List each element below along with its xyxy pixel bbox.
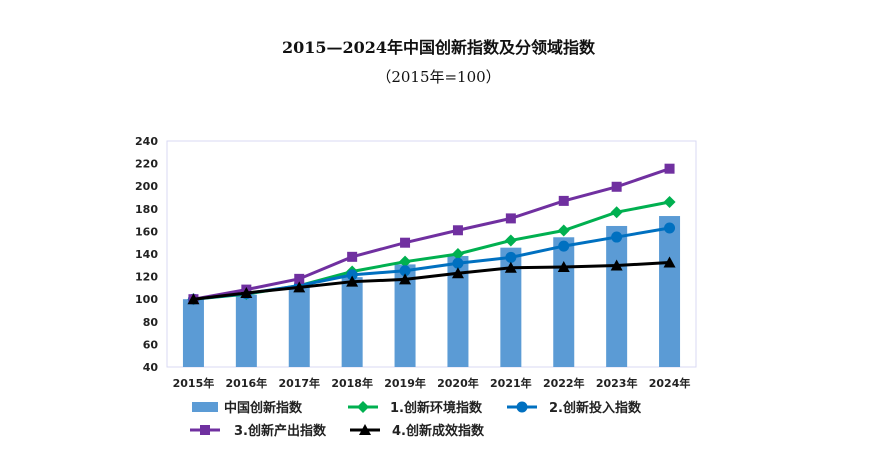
data-point [611, 181, 622, 192]
legend-label: 4.创新成效指数 [392, 423, 485, 439]
data-point [346, 269, 358, 281]
data-point [611, 231, 623, 243]
x-tick-label: 2021年 [490, 376, 532, 390]
bar [606, 225, 628, 367]
legend-label: 2.创新投入指数 [549, 400, 642, 416]
series-line [193, 260, 670, 301]
legend-marker [200, 425, 210, 435]
data-point [452, 257, 464, 269]
data-point [346, 275, 359, 287]
x-axis: 2015年 2016年 2017年 2018年 2019年 2020年 2021年 2022年… [173, 376, 691, 390]
y-tick-label: 140 [135, 248, 158, 261]
legend-item: 3.创新产出指数 [190, 423, 327, 439]
bar [447, 256, 469, 367]
legend-item: 2.创新投入指数 [507, 400, 642, 416]
y-tick-label: 60 [143, 338, 159, 351]
data-point [451, 248, 464, 260]
y-tick-label: 200 [135, 180, 158, 193]
bar [553, 237, 575, 367]
legend-item: 4.创新成效指数 [350, 423, 485, 439]
x-tick-label: 2023年 [596, 376, 638, 390]
data-point [557, 260, 570, 272]
y-tick-label: 160 [135, 225, 158, 238]
legend: 中国创新指数 1.创新环境指数 2.创新投入指数 3.创新产出指数 4.创新成效指数 [190, 400, 642, 439]
line-series [187, 163, 676, 306]
x-tick-label: 2016年 [226, 376, 268, 390]
chart-subtitle: （2015年=100） [376, 68, 501, 86]
bar [288, 286, 310, 367]
data-point [240, 286, 253, 298]
data-point [504, 234, 517, 247]
data-point [663, 196, 676, 209]
legend-label: 3.创新产出指数 [234, 423, 327, 439]
bar [235, 294, 257, 367]
data-point [400, 237, 411, 248]
data-point [399, 265, 411, 277]
data-point [664, 163, 675, 174]
legend-marker [359, 424, 371, 435]
x-tick-label: 2017年 [278, 376, 320, 390]
chart-title: 2015—2024年中国创新指数及分领域指数 [281, 38, 596, 57]
legend-swatch [192, 402, 218, 412]
legend-label: 1.创新环境指数 [390, 400, 483, 416]
data-point [452, 225, 463, 236]
legend-item: 1.创新环境指数 [348, 400, 483, 416]
legend-marker [357, 401, 369, 413]
data-point [505, 213, 516, 224]
y-tick-label: 40 [143, 361, 159, 374]
data-point [558, 195, 569, 206]
y-tick-label: 180 [135, 203, 158, 216]
legend-marker [516, 401, 528, 413]
data-point [399, 255, 412, 268]
legend-label: 中国创新指数 [224, 400, 303, 416]
bar-series [182, 216, 681, 367]
bar [182, 299, 204, 367]
x-tick-label: 2019年 [384, 376, 426, 390]
data-point [663, 256, 676, 268]
bar [341, 277, 363, 367]
data-point [187, 293, 200, 305]
data-point [610, 206, 623, 219]
data-point [347, 251, 358, 262]
x-tick-label: 2020年 [437, 376, 479, 390]
line-series-4 [187, 256, 676, 305]
bar [500, 247, 522, 367]
y-axis: 40 60 80 100 120 140 160 180 200 220 240 [135, 135, 158, 374]
data-point [558, 240, 570, 252]
legend-item: 中国创新指数 [192, 400, 303, 416]
y-tick-label: 80 [143, 316, 159, 329]
bar [394, 264, 416, 367]
data-point [664, 222, 676, 234]
x-tick-label: 2024年 [649, 376, 691, 390]
data-point [451, 267, 464, 279]
data-point [294, 273, 305, 284]
x-tick-label: 2018年 [331, 376, 373, 390]
data-point [399, 273, 412, 285]
y-tick-label: 120 [135, 271, 158, 284]
series-line [193, 167, 671, 301]
x-tick-label: 2015年 [173, 376, 215, 390]
x-tick-label: 2022年 [543, 376, 585, 390]
data-point [504, 261, 517, 273]
data-point [505, 251, 517, 263]
data-point [557, 224, 570, 237]
y-tick-label: 240 [135, 135, 158, 148]
bar [659, 216, 681, 367]
y-tick-label: 100 [135, 293, 158, 306]
y-tick-label: 220 [135, 158, 158, 171]
data-point [293, 281, 306, 293]
data-point [610, 259, 623, 271]
